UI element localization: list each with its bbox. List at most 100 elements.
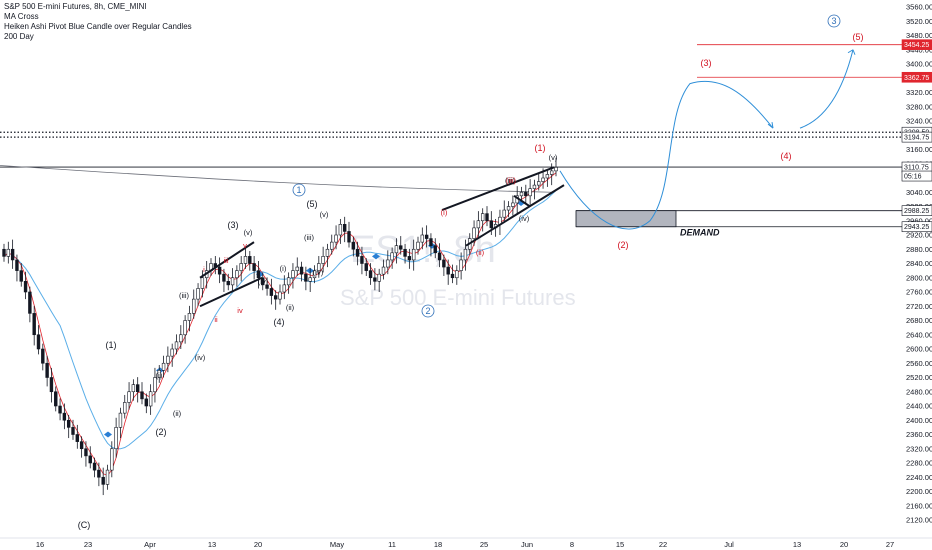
wave-label-iv-4: (iv) (258, 277, 269, 286)
wave-label-iv-3: (iv) (519, 214, 530, 223)
price-tag-box (901, 205, 932, 216)
candle-body (528, 188, 532, 197)
candle-body (166, 355, 170, 364)
price-tag-label: 2943.25 (904, 224, 929, 231)
time-axis[interactable]: 16 23 Apr 13 20 May 11 18 25 Jun 8 15 22 Jul 13 20 27 (36, 540, 894, 549)
candle-body (399, 245, 403, 250)
candle-body (450, 273, 455, 279)
candle-body (360, 256, 364, 264)
candle-body (377, 273, 381, 282)
price-tick-label: 2520.00 (906, 373, 932, 382)
candle-body (41, 348, 45, 364)
price-axis[interactable]: 2120.00 2160.00 2200.00 2240.00 2280.00 2320.… (906, 3, 932, 525)
time-tick-label: 25 (480, 540, 488, 549)
candle-body (403, 248, 407, 257)
wave-label-4: (4) (274, 317, 285, 327)
candle-body (472, 227, 476, 239)
ma-cross-marker (372, 253, 380, 260)
candle-body (334, 234, 338, 243)
circled-3: 3 (831, 16, 836, 26)
candle-body (144, 398, 149, 407)
price-tick-label: 2840.00 (906, 259, 932, 268)
price-tag-box (901, 221, 932, 233)
price-axis-bg[interactable] (902, 0, 932, 538)
trendlines[interactable] (199, 166, 565, 308)
candle-body (10, 248, 15, 261)
candle-body (459, 259, 463, 271)
price-tick-label: 3160.00 (906, 145, 932, 154)
candle-body (97, 469, 101, 478)
channel-lower-line (465, 184, 565, 247)
candle-body (545, 174, 550, 179)
candle-body (2, 248, 6, 257)
candle-body (105, 469, 110, 485)
candle-body (351, 241, 356, 250)
price-tag-label: 3110.75 (904, 165, 929, 172)
candle-body (321, 256, 325, 264)
wave-projection[interactable] (559, 49, 856, 230)
chart-legend: S&P 500 E-mini Futures, 8h, CME_MINI MA … (4, 2, 192, 42)
arrow-4 (767, 122, 774, 129)
candle-body (446, 266, 450, 275)
wave-label-ii: (ii) (173, 409, 182, 418)
wave-label-v-3: (v) (549, 153, 558, 162)
candle-body (71, 427, 75, 435)
price-tag-label: 05:16 (904, 174, 922, 181)
ma-cross-marker (104, 431, 112, 438)
candle-body (278, 291, 282, 300)
price-tick-label: 2760.00 (906, 288, 932, 297)
candle-body (131, 384, 136, 393)
candle-body (135, 384, 140, 393)
demand-zone[interactable]: DEMAND (575, 210, 902, 238)
circled-1: 1 (296, 185, 301, 195)
red-label-2: (2) (618, 240, 629, 250)
price-levels (0, 44, 902, 168)
price-tick-label: 3520.00 (906, 17, 932, 26)
demand-label: DEMAND (680, 228, 720, 238)
price-tags: 3454.253362.753208.503194.753110.7505:16… (901, 39, 932, 233)
price-tick-label: 3280.00 (906, 102, 932, 111)
wave-label-v-2: (v) (320, 210, 329, 219)
time-tick-label: 16 (36, 540, 44, 549)
time-tick-label: 13 (793, 540, 801, 549)
candle-body (256, 270, 261, 279)
candle-body (299, 266, 304, 275)
candle-body (295, 266, 299, 271)
red-label-small-i: i (203, 265, 205, 274)
legend-200-day[interactable]: 200 Day (4, 32, 34, 41)
candle-body (476, 220, 481, 229)
candle-body (554, 167, 558, 172)
candle-body (170, 348, 174, 357)
candle-body (187, 313, 192, 321)
price-tick-label: 2680.00 (906, 316, 932, 325)
candle-body (304, 273, 308, 282)
candle-body (62, 412, 67, 421)
price-tag-box (901, 170, 932, 182)
candle-body (325, 248, 330, 257)
price-tick-label: 2200.00 (906, 487, 932, 496)
candle-body (15, 259, 19, 271)
candle-body (45, 362, 49, 378)
candles (2, 157, 558, 496)
candle-body (179, 334, 183, 343)
legend-title[interactable]: S&P 500 E-mini Futures, 8h, CME_MINI (4, 2, 147, 11)
candle-body (442, 259, 446, 268)
legend-heiken-ashi[interactable]: Heiken Ashi Pivot Blue Candle over Regul… (4, 22, 192, 31)
price-tag-label: 3362.75 (904, 75, 929, 82)
candle-body (110, 448, 114, 471)
candle-body (66, 419, 71, 428)
candle-body (368, 270, 373, 279)
candle-body (549, 170, 554, 175)
price-tick-label: 3320.00 (906, 88, 932, 97)
red-label-ii: (ii) (476, 248, 485, 257)
price-tick-label: 2720.00 (906, 302, 932, 311)
time-tick-label: 11 (388, 540, 396, 549)
candle-body (537, 181, 541, 186)
candle-body (84, 448, 88, 457)
wave-label-iv-2: (iv) (313, 268, 324, 277)
legend-ma-cross[interactable]: MA Cross (4, 12, 39, 21)
candle-body (347, 231, 351, 243)
wave-label-2: (2) (156, 427, 167, 437)
